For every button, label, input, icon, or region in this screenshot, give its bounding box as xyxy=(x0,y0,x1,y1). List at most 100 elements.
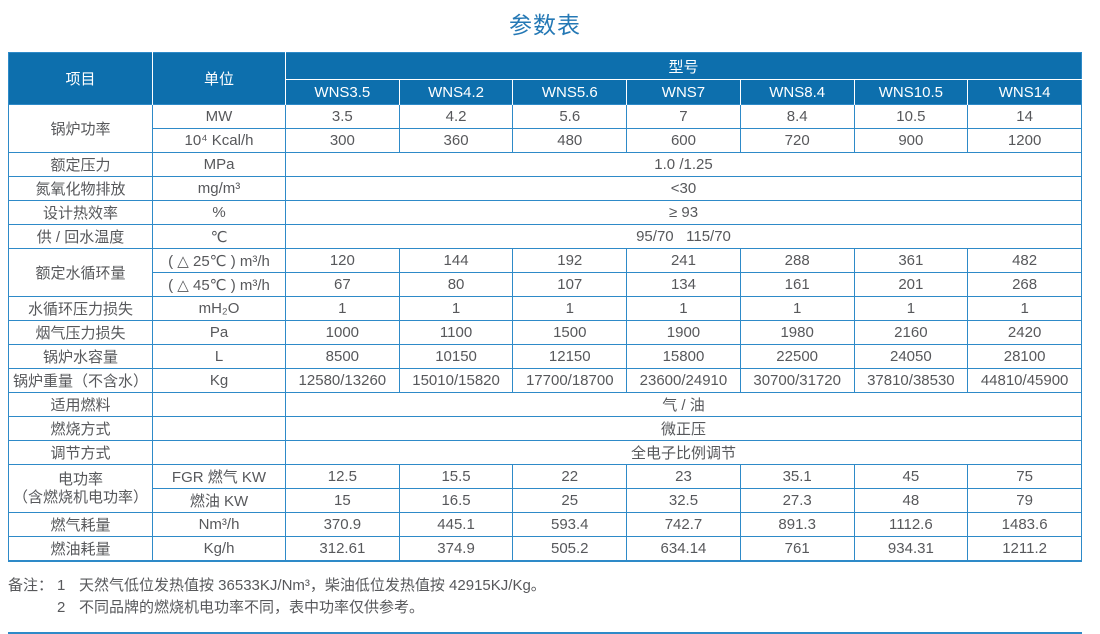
col-header-model-wns10-5: WNS10.5 xyxy=(853,79,968,105)
row-label: 额定压力 xyxy=(8,152,153,177)
value-cell: 360 xyxy=(398,128,514,153)
bottom-divider xyxy=(8,631,1082,634)
unit-cell: ( △ 45℃ ) m³/h xyxy=(152,272,286,297)
row-label: 水循环压力损失 xyxy=(8,296,153,321)
value-cell: 24050 xyxy=(853,344,969,369)
value-cell: 1 xyxy=(512,296,628,321)
value-cell: 1200 xyxy=(967,128,1082,153)
value-cell: 445.1 xyxy=(398,512,514,537)
merged-value-cell: 95/70 115/70 xyxy=(285,224,1082,249)
table-row: 锅炉重量（不含水） Kg 12580/13260 15010/15820 17700/1… xyxy=(8,368,1082,393)
table-row: 设计热效率% ≥ 93 xyxy=(8,200,1082,225)
value-cell: 23 xyxy=(626,464,741,489)
value-cell: 35.1 xyxy=(739,464,855,489)
row-label: 额定水循环量 xyxy=(8,248,153,297)
unit-cell: mg/m³ xyxy=(152,176,286,201)
value-cell: 370.9 xyxy=(285,512,400,537)
value-cell: 1211.2 xyxy=(967,536,1082,561)
merged-value-cell: 全电子比例调节 xyxy=(285,440,1082,465)
col-header-model-group: 型号 xyxy=(285,52,1082,80)
notes: 备注： 1 天然气低位发热值按 36533KJ/Nm³，柴油低位发热值按 429… xyxy=(8,575,1082,620)
page-title: 参数表 xyxy=(509,12,581,38)
table-row: 燃油耗量 Kg/h 312.61 374.9 505.2 634.14 761 934.31 1… xyxy=(8,536,1082,561)
row-label: 燃烧方式 xyxy=(8,416,153,441)
table-row: 燃油 KW 15 16.5 25 32.5 27.3 48 79 xyxy=(9,488,1082,513)
table-row: 电功率 （含燃烧机电功率） FGR 燃气 KW 12.5 15.5 22 23 35.1 45 7… xyxy=(8,464,1082,513)
value-cell: 374.9 xyxy=(398,536,514,561)
value-cell: 742.7 xyxy=(626,512,741,537)
header-row-top: 项目 单位 型号 xyxy=(8,52,1082,105)
note-number: 1 xyxy=(57,576,66,594)
value-cell: 32.5 xyxy=(626,488,741,513)
header-row-models: WNS3.5 WNS4.2 WNS5.6 WNS7 WNS8.4 WNS10.5… xyxy=(9,79,1082,105)
value-cell: 900 xyxy=(853,128,969,153)
table-row: 锅炉功率 MW 3.5 4.2 5.6 7 8.4 10.5 14 xyxy=(8,104,1082,153)
unit-cell: Pa xyxy=(152,320,286,345)
value-cell: 23600/24910 xyxy=(626,368,741,393)
col-header-model-wns3-5: WNS3.5 xyxy=(285,79,400,105)
table-row: 燃烧方式 微正压 xyxy=(8,416,1082,441)
value-cell: 192 xyxy=(512,248,628,273)
unit-cell xyxy=(152,416,286,441)
spec-table: 项目 单位 型号 WNS3.5 WNS4.2 WNS5.6 WNS7 WNS8.… xyxy=(8,52,1082,562)
value-cell: 10150 xyxy=(398,344,514,369)
value-cell: 28100 xyxy=(967,344,1082,369)
note-number: 2 xyxy=(57,599,66,616)
value-cell: 1900 xyxy=(626,320,741,345)
value-cell: 45 xyxy=(853,464,969,489)
value-cell: 7 xyxy=(626,104,741,129)
unit-cell xyxy=(152,392,286,417)
row-label: 电功率 （含燃烧机电功率） xyxy=(8,464,153,513)
table-row: 氮氧化物排放 mg/m³ <30 xyxy=(8,176,1082,201)
row-label: 锅炉水容量 xyxy=(8,344,153,369)
unit-cell: ℃ xyxy=(152,224,286,249)
value-cell: 37810/38530 xyxy=(853,368,969,393)
value-cell: 12150 xyxy=(512,344,628,369)
value-cell: 482 xyxy=(967,248,1082,273)
value-cell: 201 xyxy=(853,272,969,297)
value-cell: 30700/31720 xyxy=(739,368,855,393)
row-label: 锅炉功率 xyxy=(8,104,153,153)
table-row: 水循环压力损失 mH₂O 1 1 1 1 1 1 1 xyxy=(8,296,1082,321)
value-cell: 2420 xyxy=(967,320,1082,345)
value-cell: 134 xyxy=(626,272,741,297)
value-cell: 634.14 xyxy=(626,536,741,561)
col-header-item: 项目 xyxy=(8,52,153,105)
unit-cell: L xyxy=(152,344,286,369)
value-cell: 107 xyxy=(512,272,628,297)
value-cell: 48 xyxy=(853,488,969,513)
value-cell: 15 xyxy=(285,488,400,513)
spec-table-header: 项目 单位 型号 WNS3.5 WNS4.2 WNS5.6 WNS7 WNS8.… xyxy=(8,52,1082,105)
value-cell: 25 xyxy=(512,488,628,513)
merged-value-cell: <30 xyxy=(285,176,1082,201)
spec-table-body: 锅炉功率 MW 3.5 4.2 5.6 7 8.4 10.5 14 10⁴ Kcal/h 300 36… xyxy=(8,104,1082,561)
value-cell: 1980 xyxy=(739,320,855,345)
col-header-model-wns8-4: WNS8.4 xyxy=(739,79,855,105)
table-row: 10⁴ Kcal/h 300 360 480 600 720 900 1200 xyxy=(9,128,1082,153)
value-cell: 22500 xyxy=(739,344,855,369)
value-cell: 241 xyxy=(626,248,741,273)
value-cell: 1 xyxy=(739,296,855,321)
merged-value-cell: ≥ 93 xyxy=(285,200,1082,225)
value-cell: 505.2 xyxy=(512,536,628,561)
value-cell: 891.3 xyxy=(739,512,855,537)
row-label: 供 / 回水温度 xyxy=(8,224,153,249)
row-label: 燃气耗量 xyxy=(8,512,153,537)
value-cell: 600 xyxy=(626,128,741,153)
merged-value-cell: 微正压 xyxy=(285,416,1082,441)
value-cell: 15.5 xyxy=(398,464,514,489)
row-label: 锅炉重量（不含水） xyxy=(8,368,153,393)
unit-cell: mH₂O xyxy=(152,296,286,321)
note-item: 1 天然气低位发热值按 36533KJ/Nm³，柴油低位发热值按 42915KJ… xyxy=(53,575,546,598)
value-cell: 720 xyxy=(739,128,855,153)
col-header-model-wns7: WNS7 xyxy=(626,79,741,105)
table-row: 额定压力 MPa 1.0 /1.25 xyxy=(8,152,1082,177)
value-cell: 80 xyxy=(398,272,514,297)
merged-value-cell: 1.0 /1.25 xyxy=(285,152,1082,177)
value-cell: 8500 xyxy=(285,344,400,369)
unit-cell: 10⁴ Kcal/h xyxy=(152,128,286,153)
value-cell: 1 xyxy=(626,296,741,321)
row-label: 氮氧化物排放 xyxy=(8,176,153,201)
value-cell: 10.5 xyxy=(853,104,969,129)
value-cell: 1 xyxy=(398,296,514,321)
